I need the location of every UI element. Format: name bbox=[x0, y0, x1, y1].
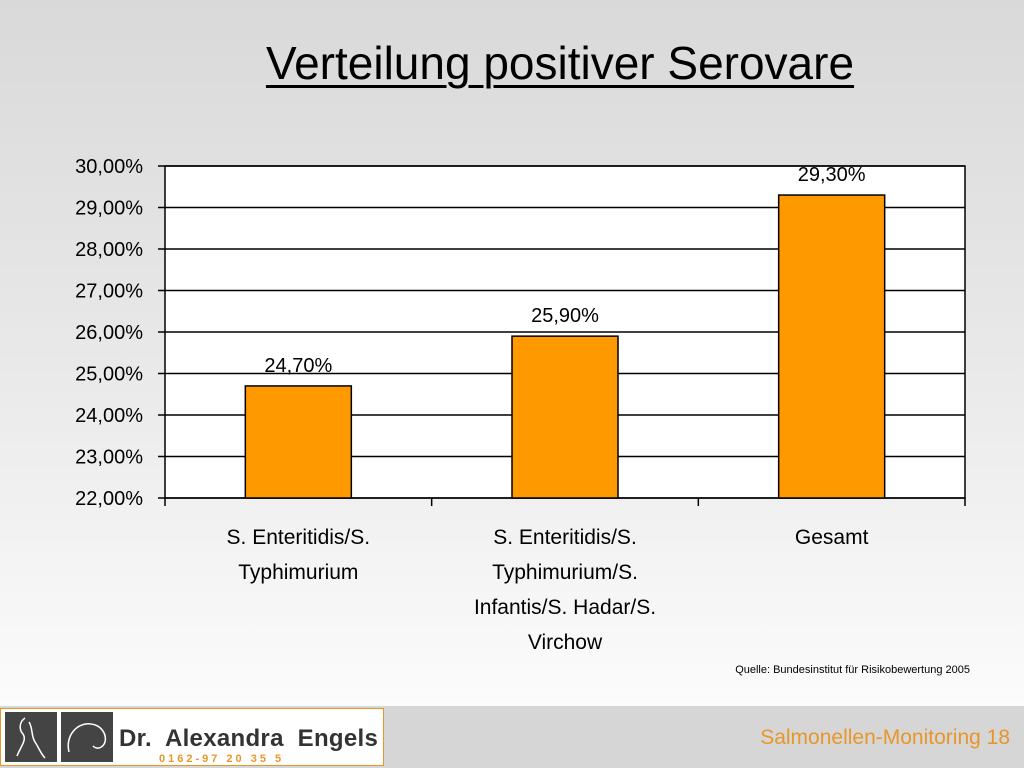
y-tick-label: 27,00% bbox=[75, 281, 143, 303]
animal-logo-icon bbox=[61, 712, 113, 762]
logo-name: Dr. Alexandra Engels bbox=[119, 725, 379, 752]
slide-title: Verteilung positiver Serovare bbox=[265, 37, 855, 89]
y-tick-label: 23,00% bbox=[75, 447, 143, 469]
bar bbox=[244, 385, 353, 499]
x-category-label: Typhimurium/S. bbox=[492, 561, 638, 584]
y-tick-label: 28,00% bbox=[75, 239, 143, 261]
logo: Dr. Alexandra Engels 0162-97 20 35 5 bbox=[0, 708, 384, 766]
x-category-label: S. Enteritidis/S. bbox=[227, 526, 371, 549]
x-category-label: Infantis/S. Hadar/S. bbox=[474, 596, 656, 619]
y-tick-label: 24,00% bbox=[75, 405, 143, 427]
x-category-label: S. Enteritidis/S. bbox=[493, 526, 637, 549]
source-note: Quelle: Bundesinstitut für Risikobewertu… bbox=[735, 664, 970, 676]
y-tick-label: 26,00% bbox=[75, 322, 143, 344]
x-category-label: Virchow bbox=[528, 631, 603, 654]
footer-title: Salmonellen-Monitoring 18 bbox=[760, 726, 1010, 749]
bar-value-label: 29,30% bbox=[798, 164, 866, 186]
bar bbox=[511, 335, 619, 499]
bar-value-label: 25,90% bbox=[531, 305, 599, 327]
x-category-label: Typhimurium bbox=[238, 561, 358, 584]
bird-logo-icon bbox=[5, 712, 57, 762]
bar-chart: 22,00% 23,00% 24,00% 25,00% 26,00% 27,00% 28,0… bbox=[75, 156, 966, 654]
y-tick-label: 29,00% bbox=[75, 198, 143, 220]
y-tick-label: 22,00% bbox=[75, 488, 143, 510]
bar-value-label: 24,70% bbox=[264, 355, 332, 377]
y-tick-label: 25,00% bbox=[75, 364, 143, 386]
x-category-label: Gesamt bbox=[795, 526, 869, 549]
logo-phone: 0162-97 20 35 5 bbox=[159, 753, 285, 765]
y-tick-label: 30,00% bbox=[75, 156, 143, 178]
bar bbox=[777, 194, 886, 499]
